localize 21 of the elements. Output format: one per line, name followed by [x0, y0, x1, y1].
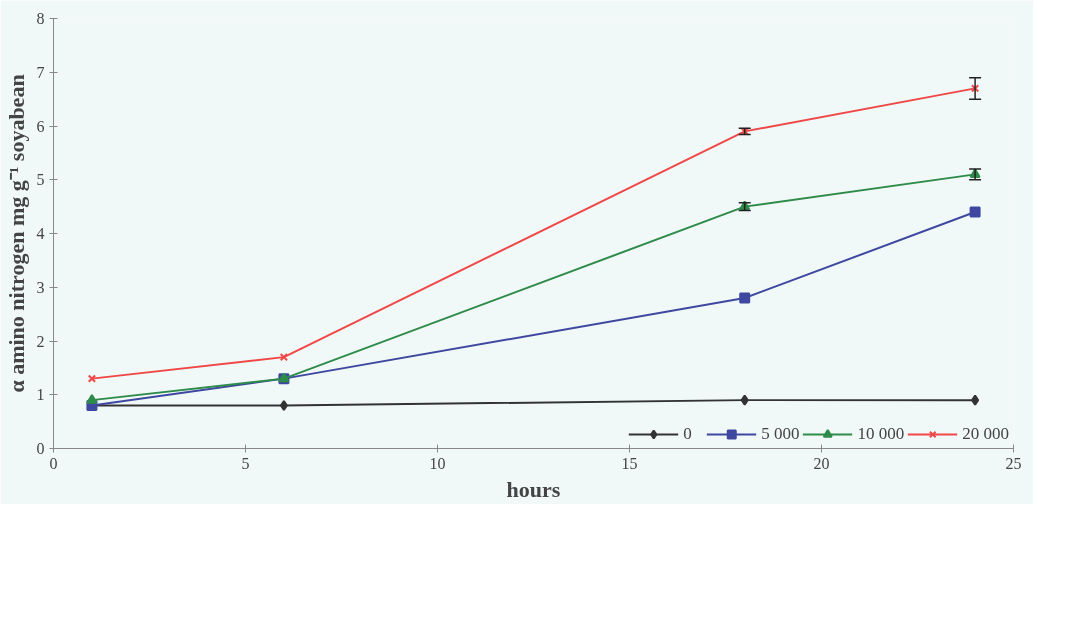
- y-tick-label: 0: [36, 440, 45, 457]
- legend-label: 0: [683, 424, 693, 444]
- y-axis-title: α amino nitrogen mg g⁻¹ soyabean: [3, 74, 29, 393]
- y-tick-label: 7: [36, 63, 45, 81]
- x-tick-label: 15: [621, 454, 638, 472]
- x-tick-label: 0: [49, 454, 58, 472]
- x-axis-title: hours: [506, 476, 561, 502]
- y-tick-label: 1: [36, 386, 45, 404]
- x-tick-label: 20: [813, 454, 830, 472]
- y-tick-label: 4: [36, 225, 45, 242]
- legend-label: 10 000: [857, 424, 905, 444]
- legend-label: 20 000: [962, 424, 1009, 444]
- y-tick-label: 5: [36, 171, 45, 189]
- y-tick-label: 2: [36, 332, 45, 350]
- legend-label: 5 000: [761, 424, 800, 444]
- y-tick-label: 8: [36, 10, 45, 27]
- x-tick-label: 25: [1005, 454, 1022, 472]
- x-tick-label: 5: [241, 454, 250, 472]
- x-tick-label: 10: [429, 454, 446, 472]
- y-tick-label: 6: [36, 117, 45, 135]
- y-tick-label: 3: [36, 278, 45, 296]
